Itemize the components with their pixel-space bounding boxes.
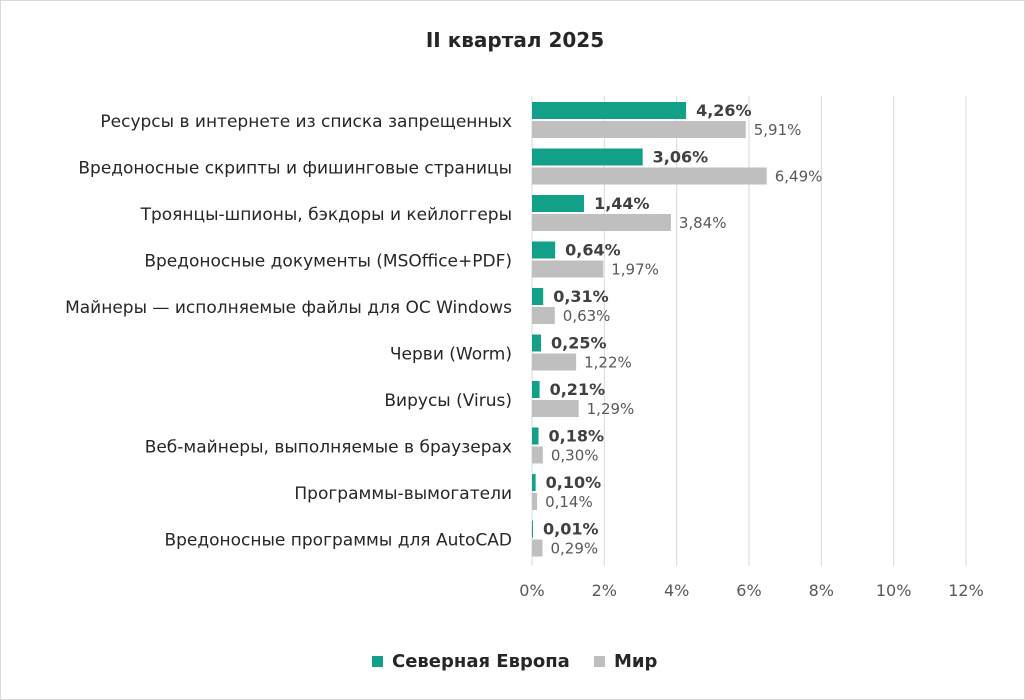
data-label-world: 5,91% (754, 121, 802, 139)
category-label: Черви (Worm) (390, 345, 512, 365)
x-tick-label: 8% (809, 581, 834, 600)
bar-northern-europe (532, 195, 585, 212)
legend: Северная Европа Мир (372, 651, 658, 672)
bar-northern-europe (532, 241, 556, 259)
data-label-world: 1,29% (587, 400, 635, 418)
bar-world (532, 260, 604, 278)
x-tick-label: 12% (948, 581, 984, 600)
data-label-northern-europe: 0,31% (553, 287, 609, 306)
x-tick-label: 4% (664, 581, 689, 600)
data-label-northern-europe: 0,18% (549, 427, 605, 446)
data-label-world: 0,14% (545, 493, 593, 511)
data-label-world: 3,84% (679, 214, 727, 232)
bar-northern-europe (532, 102, 687, 119)
category-label: Майнеры — исполняемые файлы для ОС Windo… (65, 298, 512, 318)
bar-world (532, 214, 671, 231)
bar-world (532, 121, 746, 138)
legend-swatch-northern-europe (372, 656, 383, 667)
category-label: Вредоносные программы для AutoCAD (164, 531, 512, 551)
bar-world (532, 539, 543, 557)
category-label: Вредоносные документы (MSOffice+PDF) (144, 252, 512, 272)
data-label-northern-europe: 0,01% (543, 520, 599, 539)
category-label: Вирусы (Virus) (384, 391, 512, 411)
category-label: Веб-майнеры, выполняемые в браузерах (145, 438, 512, 458)
data-label-northern-europe: 1,44% (594, 194, 650, 213)
bar-northern-europe (532, 427, 539, 445)
data-label-northern-europe: 3,06% (653, 148, 709, 167)
x-tick-label: 2% (592, 581, 617, 600)
legend-label-northern-europe: Северная Европа (392, 651, 570, 672)
category-label: Программы-вымогатели (294, 484, 512, 504)
bar-world (532, 493, 538, 510)
bar-northern-europe (532, 288, 544, 305)
bar-world (532, 353, 577, 371)
data-label-world: 1,22% (584, 354, 632, 372)
bar-northern-europe (532, 520, 533, 538)
data-label-northern-europe: 0,10% (546, 473, 602, 492)
data-label-world: 1,97% (611, 261, 659, 279)
bar-world (532, 400, 579, 417)
category-label: Троянцы-шпионы, бэкдоры и кейлоггеры (140, 205, 512, 225)
bar-northern-europe (532, 474, 536, 491)
bar-world (532, 307, 555, 324)
data-label-world: 0,29% (550, 540, 598, 558)
bars (532, 102, 767, 557)
data-label-northern-europe: 0,64% (565, 241, 621, 260)
category-label: Ресурсы в интернете из списка запрещенны… (100, 112, 512, 132)
data-label-world: 0,30% (551, 447, 599, 465)
bar-world (532, 167, 767, 185)
x-tick-label: 10% (876, 581, 912, 600)
x-axis-ticks: 0% 2% 4% 6% 8% 10% 12% (519, 581, 983, 600)
x-tick-label: 6% (736, 581, 761, 600)
category-label: Вредоносные скрипты и фишинговые страниц… (78, 159, 512, 179)
bar-northern-europe (532, 148, 643, 166)
x-tick-label: 0% (519, 581, 544, 600)
bar-world (532, 446, 543, 464)
gridlines (531, 96, 967, 566)
chart-title: II квартал 2025 (426, 28, 604, 52)
data-label-northern-europe: 0,21% (550, 380, 606, 399)
data-labels: 4,26%5,91% 3,06% 6,49% 1,44% 3,84% 0,64%1,97%… (543, 101, 822, 558)
data-label-world: 6,49% (775, 168, 823, 186)
data-label-world: 0,63% (563, 307, 611, 325)
category-labels: Ресурсы в интернете из списка запрещенны… (65, 112, 512, 551)
bar-northern-europe (532, 334, 542, 352)
legend-swatch-world (594, 656, 605, 667)
bar-northern-europe (532, 381, 540, 398)
data-label-northern-europe: 4,26% (696, 101, 752, 120)
legend-label-world: Мир (614, 651, 658, 672)
data-label-northern-europe: 0,25% (551, 334, 607, 353)
